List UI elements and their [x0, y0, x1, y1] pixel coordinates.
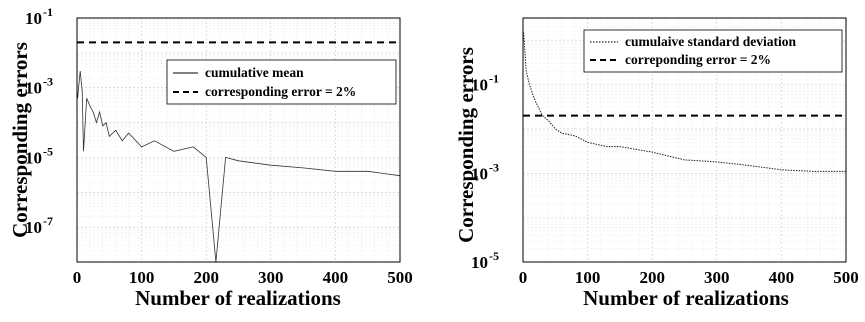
x-tick-label: 500	[833, 268, 859, 287]
series-layer	[523, 32, 846, 172]
x-tick-label: 200	[193, 268, 219, 287]
chart-right: 0 100 200 300 400 500 10-110-310-5 Number of …	[454, 17, 859, 310]
legend-box	[583, 29, 843, 73]
x-tick-label: 0	[519, 268, 528, 287]
y-axis-label: Corresponding errors	[454, 47, 478, 243]
x-tick-labels: 0 100 200 300 400 500	[73, 268, 413, 287]
x-axis-label: Number of realizations	[583, 286, 789, 310]
x-tick-label: 400	[323, 268, 349, 287]
x-tick-label: 100	[129, 268, 155, 287]
legend-label-std: cumulaive standard deviation	[625, 34, 797, 49]
series-line-solid	[77, 71, 401, 263]
y-tick-label: 10-5	[471, 249, 499, 272]
plot-frame	[522, 17, 847, 263]
legend: cumulaive standard deviation correpondin…	[583, 29, 843, 73]
x-tick-label: 300	[258, 268, 284, 287]
x-tick-label: 300	[704, 268, 730, 287]
legend-label-mean: cumulative mean	[205, 65, 304, 80]
chart-left: 0 100 200 300 400 500 10-110-310-510-7 Number…	[8, 5, 413, 310]
plot-frame	[76, 17, 401, 263]
y-tick-label: 10-1	[25, 5, 53, 28]
x-tick-label: 100	[575, 268, 601, 287]
legend-box	[166, 59, 397, 105]
x-tick-label: 200	[639, 268, 665, 287]
legend-label-threshold: correponding error = 2%	[625, 52, 771, 67]
x-tick-label: 400	[769, 268, 795, 287]
x-axis-label: Number of realizations	[135, 286, 341, 310]
legend-label-threshold: corresponding error = 2%	[205, 84, 356, 99]
x-tick-labels: 0 100 200 300 400 500	[519, 268, 859, 287]
legend: cumulative mean corresponding error = 2%	[166, 59, 397, 105]
series-layer	[77, 41, 401, 263]
series-line-dotted	[523, 32, 846, 172]
x-tick-label: 500	[387, 268, 413, 287]
gridlines	[76, 18, 401, 262]
x-tick-label: 0	[73, 268, 82, 287]
y-axis-label: Corresponding errors	[8, 42, 32, 238]
